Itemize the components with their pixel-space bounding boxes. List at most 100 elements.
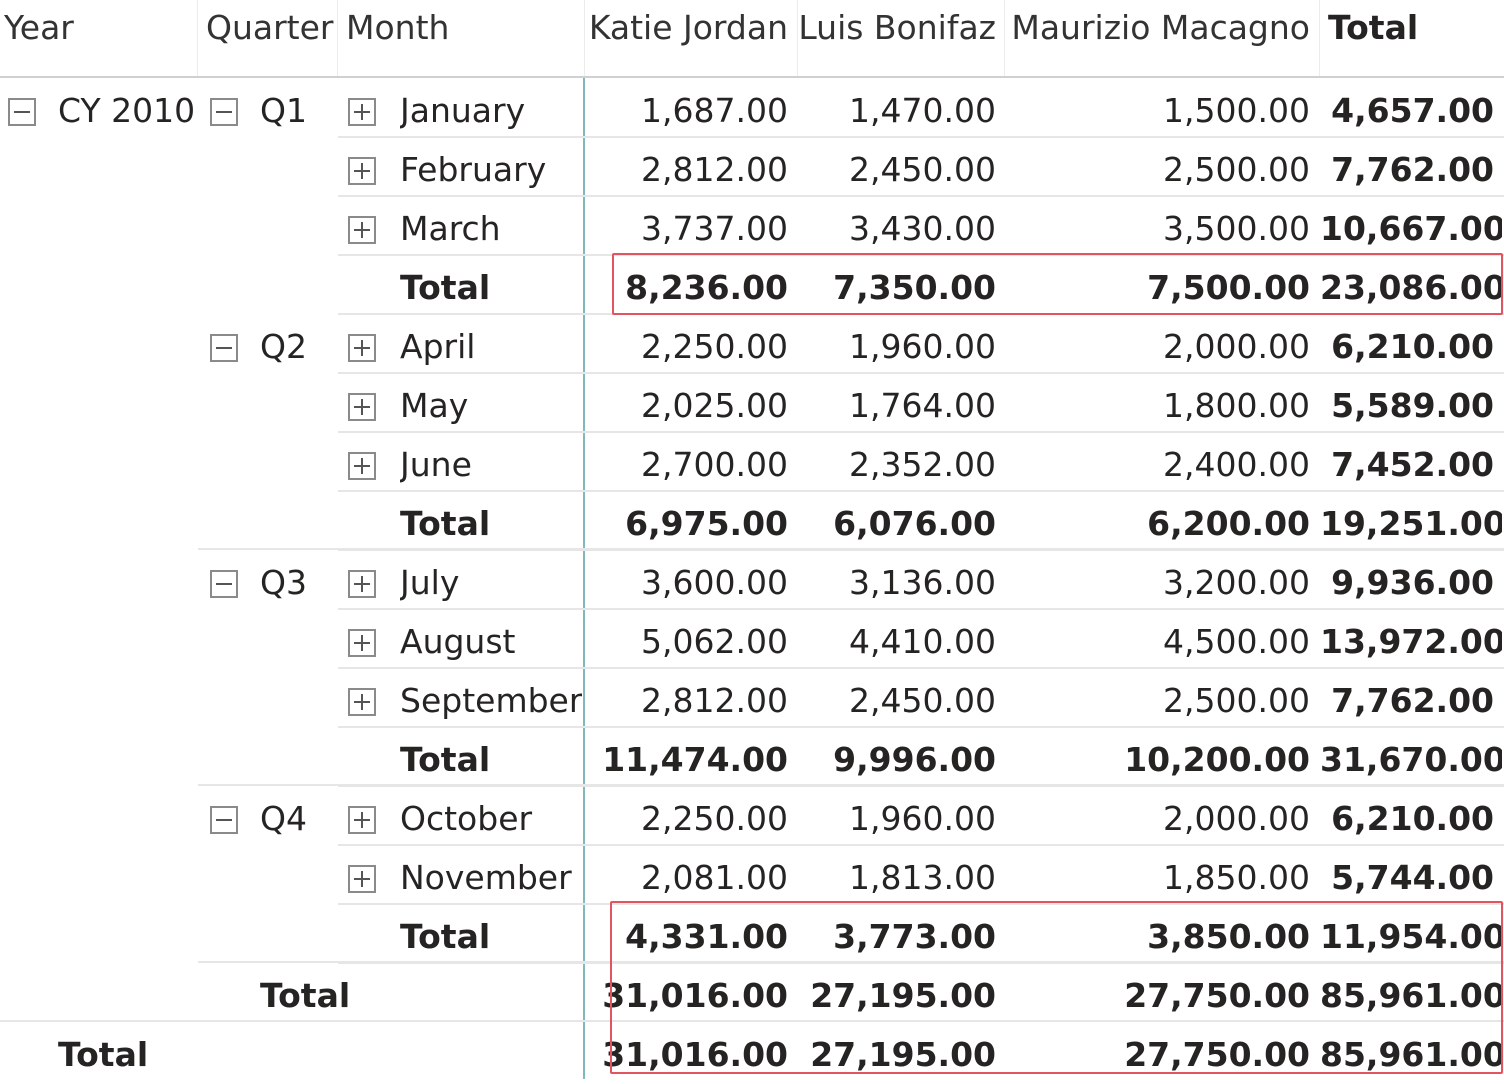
header-katie-jordan[interactable]: Katie Jordan xyxy=(588,8,788,47)
value-cell-maurizio: 1,850.00 xyxy=(1163,858,1310,897)
expand-month-icon[interactable] xyxy=(348,452,376,480)
value-cell-katie: 2,025.00 xyxy=(641,386,788,425)
row-separator xyxy=(338,431,1504,433)
value-cell-luis: 3,430.00 xyxy=(849,209,996,248)
value-cell-katie: 5,062.00 xyxy=(641,622,788,661)
header-divider xyxy=(1004,0,1005,78)
value-cell-total: 5,744.00 xyxy=(1331,858,1494,897)
collapse-q4-icon[interactable] xyxy=(210,806,238,834)
expand-month-icon[interactable] xyxy=(348,393,376,421)
value-cell-luis: 27,195.00 xyxy=(810,976,996,1015)
year-label: CY 2010 xyxy=(58,91,194,130)
collapse-q1-icon[interactable] xyxy=(210,98,238,126)
header-divider xyxy=(797,0,798,78)
collapse-year-icon[interactable] xyxy=(8,98,36,126)
row-separator xyxy=(338,785,1504,787)
value-cell-luis: 1,960.00 xyxy=(849,327,996,366)
header-divider xyxy=(584,0,585,78)
row-separator xyxy=(338,136,1504,138)
month-label: March xyxy=(400,209,501,248)
month-label: June xyxy=(400,445,472,484)
value-cell-total: 5,589.00 xyxy=(1331,386,1494,425)
expand-month-icon[interactable] xyxy=(348,570,376,598)
expand-month-icon[interactable] xyxy=(348,157,376,185)
value-cell-total: 13,972.00 xyxy=(1320,622,1502,661)
month-label: February xyxy=(400,150,547,189)
value-cell-total: 85,961.00 xyxy=(1320,1035,1502,1074)
header-year[interactable]: Year xyxy=(4,8,74,47)
header-maurizio-macagno[interactable]: Maurizio Macagno xyxy=(1011,8,1310,47)
value-cell-katie: 2,812.00 xyxy=(641,150,788,189)
value-cell-luis: 1,960.00 xyxy=(849,799,996,838)
collapse-q3-icon[interactable] xyxy=(210,570,238,598)
row-separator xyxy=(338,549,1504,551)
value-cell-total: 7,762.00 xyxy=(1331,681,1494,720)
value-cell-maurizio: 3,200.00 xyxy=(1163,563,1310,602)
header-month[interactable]: Month xyxy=(346,8,450,47)
expand-month-icon[interactable] xyxy=(348,98,376,126)
row-separator xyxy=(338,372,1504,374)
value-cell-luis: 2,352.00 xyxy=(849,445,996,484)
value-cell-katie: 3,737.00 xyxy=(641,209,788,248)
value-cell-katie: 4,331.00 xyxy=(625,917,788,956)
expand-month-icon[interactable] xyxy=(348,629,376,657)
value-cell-katie: 2,081.00 xyxy=(641,858,788,897)
header-divider xyxy=(337,0,338,78)
value-cell-maurizio: 3,850.00 xyxy=(1147,917,1310,956)
value-cell-total: 6,210.00 xyxy=(1331,327,1494,366)
row-separator xyxy=(338,490,1504,492)
header-quarter[interactable]: Quarter xyxy=(206,8,334,47)
value-cell-katie: 3,600.00 xyxy=(641,563,788,602)
total-label: Total xyxy=(400,917,491,956)
value-cell-luis: 4,410.00 xyxy=(849,622,996,661)
value-cell-katie: 11,474.00 xyxy=(602,740,788,779)
expand-month-icon[interactable] xyxy=(348,334,376,362)
value-cell-total: 19,251.00 xyxy=(1320,504,1502,543)
value-cell-luis: 27,195.00 xyxy=(810,1035,996,1074)
month-label: May xyxy=(400,386,469,425)
value-cell-maurizio: 2,500.00 xyxy=(1163,681,1310,720)
collapse-q2-icon[interactable] xyxy=(210,334,238,362)
row-separator xyxy=(338,667,1504,669)
value-cell-maurizio: 1,800.00 xyxy=(1163,386,1310,425)
value-cell-katie: 1,687.00 xyxy=(641,91,788,130)
month-label: July xyxy=(400,563,460,602)
value-cell-luis: 3,136.00 xyxy=(849,563,996,602)
header-bottom-border xyxy=(0,76,1504,78)
expand-month-icon[interactable] xyxy=(348,865,376,893)
value-cell-maurizio: 6,200.00 xyxy=(1147,504,1310,543)
total-label: Total xyxy=(260,976,351,1015)
row-separator xyxy=(338,726,1504,728)
header-luis-bonifaz[interactable]: Luis Bonifaz xyxy=(798,8,996,47)
row-separator xyxy=(338,608,1504,610)
value-cell-total: 4,657.00 xyxy=(1331,91,1494,130)
total-label: Total xyxy=(400,268,491,307)
value-cell-luis: 2,450.00 xyxy=(849,150,996,189)
value-cell-maurizio: 1,500.00 xyxy=(1163,91,1310,130)
total-label: Total xyxy=(400,504,491,543)
row-separator xyxy=(338,962,1504,964)
value-cell-katie: 8,236.00 xyxy=(625,268,788,307)
value-cell-katie: 31,016.00 xyxy=(602,976,788,1015)
value-cell-katie: 2,700.00 xyxy=(641,445,788,484)
highlight-box-q1-total xyxy=(612,253,1503,315)
header-total[interactable]: Total xyxy=(1328,8,1419,47)
value-cell-luis: 6,076.00 xyxy=(833,504,996,543)
value-cell-luis: 1,470.00 xyxy=(849,91,996,130)
value-cell-maurizio: 2,500.00 xyxy=(1163,150,1310,189)
expand-month-icon[interactable] xyxy=(348,688,376,716)
value-cell-total: 11,954.00 xyxy=(1320,917,1502,956)
value-cell-total: 31,670.00 xyxy=(1320,740,1502,779)
value-cell-katie: 31,016.00 xyxy=(602,1035,788,1074)
value-cell-katie: 2,250.00 xyxy=(641,327,788,366)
month-label: August xyxy=(400,622,516,661)
value-cell-maurizio: 2,000.00 xyxy=(1163,327,1310,366)
value-cell-luis: 1,813.00 xyxy=(849,858,996,897)
value-cell-total: 85,961.00 xyxy=(1320,976,1502,1015)
expand-month-icon[interactable] xyxy=(348,216,376,244)
value-cell-luis: 3,773.00 xyxy=(833,917,996,956)
row-separator xyxy=(338,195,1504,197)
quarter-label-q4: Q4 xyxy=(260,799,307,838)
expand-month-icon[interactable] xyxy=(348,806,376,834)
